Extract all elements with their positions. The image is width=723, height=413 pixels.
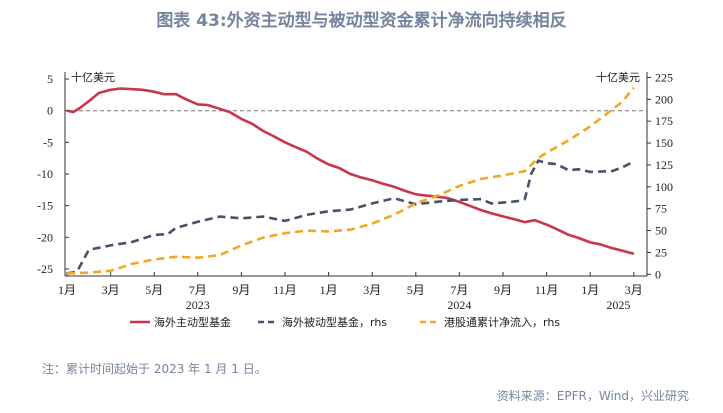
right-axis-tick-label: 100 xyxy=(655,180,673,194)
legend-label-2: 海外被动型基金，rhs xyxy=(282,315,387,329)
series-line-1 xyxy=(66,87,635,256)
x-axis-tick-label: 11月 xyxy=(273,283,297,297)
left-axis-tick-label: -15 xyxy=(37,199,53,213)
x-axis-year-label: 2025 xyxy=(606,298,630,312)
series-line-2 xyxy=(66,159,635,275)
x-axis-tick-label: 1月 xyxy=(581,283,599,297)
left-axis-tick-label: 0 xyxy=(47,104,53,118)
left-axis-tick-label: 5 xyxy=(47,72,53,86)
x-axis-tick-label: 1月 xyxy=(320,283,338,297)
right-axis-tick-label: 50 xyxy=(655,224,667,238)
x-axis-tick-label: 3月 xyxy=(625,283,643,297)
source-note: 资料来源：EPFR，Wind，兴业研究 xyxy=(496,389,689,403)
right-axis-tick-label: 25 xyxy=(655,245,667,259)
x-axis-tick-label: 3月 xyxy=(363,283,381,297)
left-axis-tick-label: -10 xyxy=(37,167,53,181)
x-axis-tick-label: 11月 xyxy=(535,283,559,297)
right-axis-tick-label: 200 xyxy=(655,92,673,106)
legend-label-3: 港股通累计净流入，rhs xyxy=(444,315,560,329)
x-axis-tick-label: 1月 xyxy=(58,283,76,297)
right-axis-tick-label: 175 xyxy=(655,114,673,128)
right-axis-tick-label: 0 xyxy=(655,267,661,281)
x-axis-tick-label: 5月 xyxy=(145,283,163,297)
x-axis-tick-label: 7月 xyxy=(189,283,207,297)
x-axis-tick-label: 5月 xyxy=(407,283,425,297)
right-axis-tick-label: 225 xyxy=(655,70,673,84)
right-axis-unit: 十亿美元 xyxy=(596,70,640,84)
series-line-3 xyxy=(66,87,635,275)
x-axis-tick-label: 7月 xyxy=(450,283,468,297)
legend-label-1: 海外主动型基金 xyxy=(154,315,231,329)
left-axis-tick-label: -25 xyxy=(37,262,53,276)
right-axis-tick-label: 75 xyxy=(655,202,667,216)
footnote: 注：累计时间起始于 2023 年 1 月 1 日。 xyxy=(42,362,267,376)
left-axis-unit: 十亿美元 xyxy=(71,70,115,84)
x-axis-year-label: 2023 xyxy=(186,298,210,312)
line-chart: 50-5-10-15-20-25225200175150125100755025… xyxy=(37,70,673,329)
left-axis-tick-label: -5 xyxy=(43,135,53,149)
right-axis-tick-label: 150 xyxy=(655,136,673,150)
x-axis-tick-label: 9月 xyxy=(494,283,512,297)
chart-title: 图表 43:外资主动型与被动型资金累计净流向持续相反 xyxy=(156,11,567,31)
x-axis-year-label: 2024 xyxy=(447,298,471,312)
x-axis-tick-label: 9月 xyxy=(232,283,250,297)
x-axis-tick-label: 3月 xyxy=(102,283,120,297)
left-axis-tick-label: -20 xyxy=(37,230,53,244)
right-axis-tick-label: 125 xyxy=(655,158,673,172)
